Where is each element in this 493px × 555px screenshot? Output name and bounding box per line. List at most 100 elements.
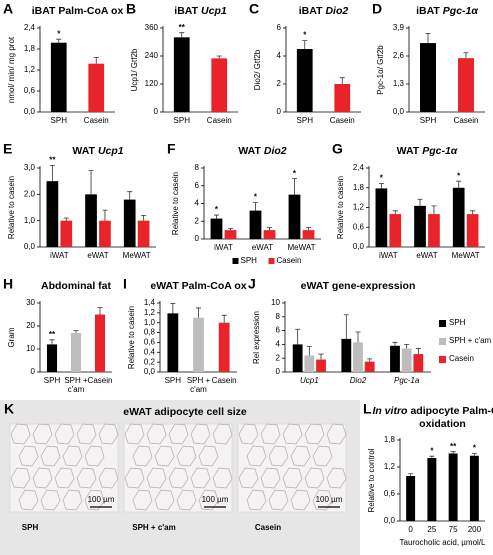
y-tick-label: 1,2 bbox=[24, 65, 36, 74]
y-tick-label: 0,0 bbox=[384, 516, 396, 525]
error-bar bbox=[392, 210, 398, 215]
y-axis-label: Dio2/ Gtf2b bbox=[253, 49, 262, 90]
panel-label: D bbox=[372, 1, 382, 17]
bar bbox=[99, 220, 111, 247]
y-tick-label: 4 bbox=[195, 199, 200, 208]
y-axis-label: Pgc-1α/ Gtf2b bbox=[376, 45, 385, 95]
error-bar bbox=[355, 331, 361, 343]
chart-title: Abdominal fat bbox=[41, 280, 112, 292]
error-bar bbox=[306, 227, 312, 231]
panel-label: I bbox=[123, 276, 127, 292]
x-tick-label: 25 bbox=[427, 525, 436, 534]
error-bar bbox=[471, 453, 477, 456]
y-tick-label: 0 bbox=[31, 367, 36, 376]
y-tick-label: 30 bbox=[26, 298, 35, 307]
x-tick-label: eWAT bbox=[87, 251, 108, 260]
bar bbox=[88, 63, 105, 112]
y-tick-label: 2,6 bbox=[393, 51, 405, 60]
x-tick-label: MeWAT bbox=[452, 251, 480, 260]
y-tick-label: 2 bbox=[195, 216, 200, 225]
legend-swatch bbox=[439, 356, 446, 363]
y-tick-label: 0 bbox=[276, 367, 281, 376]
y-tick-label: 0,6 bbox=[384, 489, 396, 498]
panel-label: H bbox=[3, 276, 13, 292]
label-line: SPH + bbox=[64, 376, 88, 385]
y-tick-label: 1,2 bbox=[384, 462, 396, 471]
title-part: Pgc-1α bbox=[443, 5, 479, 17]
y-tick-label: 1,4 bbox=[144, 298, 156, 307]
error-bar bbox=[267, 227, 273, 231]
y-tick-label: 1,2 bbox=[353, 203, 365, 212]
title-part: iBAT bbox=[416, 5, 440, 17]
chart-title: iBAT Ucp1 bbox=[174, 5, 227, 17]
title-part: Dio2 bbox=[325, 5, 348, 17]
scale-bar-label: 100 µm bbox=[316, 495, 343, 504]
y-tick-label: 1,2 bbox=[144, 308, 156, 317]
significance-mark: ** bbox=[49, 155, 56, 164]
panel-label: J bbox=[248, 276, 256, 292]
x-tick-label: SPH + c'am bbox=[187, 376, 211, 394]
significance-mark: * bbox=[254, 193, 258, 202]
error-bar bbox=[56, 38, 62, 43]
chart-title: WAT Dio2 bbox=[238, 145, 286, 157]
error-bar bbox=[408, 473, 414, 476]
y-tick-label: 1,3 bbox=[393, 79, 405, 88]
y-tick-label: 0,0 bbox=[393, 107, 405, 116]
y-tick-label: 1,0 bbox=[144, 318, 156, 327]
x-axis-label: Taurocholic acid, µmol/L bbox=[400, 538, 487, 547]
image-label: SPH bbox=[22, 523, 39, 532]
legend-label: SPH + c'am bbox=[449, 336, 492, 345]
panel-label: F bbox=[167, 141, 176, 157]
error-bar bbox=[425, 32, 431, 44]
bar bbox=[70, 332, 82, 372]
title-part: Pgc-1α bbox=[422, 145, 458, 157]
significance-mark: * bbox=[303, 31, 307, 40]
bar bbox=[218, 322, 230, 372]
cell-outlines bbox=[10, 423, 119, 511]
bar bbox=[316, 359, 326, 372]
chart-title: eWAT Palm-CoA ox bbox=[150, 280, 246, 292]
title-part: Ucp1 bbox=[98, 145, 124, 157]
error-bar bbox=[295, 328, 301, 345]
title-part: iBAT bbox=[174, 5, 198, 17]
y-tick-label: 3,0 bbox=[24, 163, 36, 172]
chart-title: WAT Pgc-1α bbox=[397, 145, 458, 157]
bar bbox=[94, 314, 106, 372]
legend-swatch bbox=[439, 338, 446, 345]
bar bbox=[334, 84, 351, 112]
y-tick-label: 0,6 bbox=[353, 222, 365, 231]
y-tick-label: 6 bbox=[276, 326, 281, 335]
y-tick-label: 240 bbox=[145, 51, 159, 60]
bar bbox=[413, 354, 424, 372]
error-bar bbox=[463, 52, 469, 59]
panel-label: B bbox=[126, 1, 136, 17]
bar bbox=[173, 37, 190, 113]
error-bar bbox=[431, 205, 437, 215]
chart-title: iBAT Pgc-1α bbox=[416, 5, 478, 17]
y-tick-label: 10 bbox=[271, 298, 280, 307]
x-tick-label: iWAT bbox=[214, 243, 233, 252]
y-tick-label: 2,4 bbox=[353, 163, 365, 172]
title-part: Abdominal fat bbox=[41, 280, 112, 292]
y-tick-label: 0 bbox=[154, 107, 159, 116]
error-bar bbox=[221, 314, 227, 323]
title-part: Ucp1 bbox=[201, 5, 227, 17]
x-tick-label: Casein bbox=[207, 116, 232, 125]
legend-label: Casein bbox=[449, 354, 474, 363]
x-tick-label: SPH bbox=[51, 116, 68, 125]
y-tick-label: 1,0 bbox=[24, 216, 36, 225]
error-bar bbox=[88, 170, 94, 195]
x-tick-label: Pgc-1a bbox=[394, 376, 420, 385]
y-axis-label: Ucp1/ Gtf2b bbox=[130, 48, 139, 91]
legend-label: SPH bbox=[241, 256, 258, 265]
bar bbox=[375, 188, 388, 247]
error-bar bbox=[49, 339, 55, 345]
x-tick-label: Ucp1 bbox=[300, 376, 319, 385]
panel-label: G bbox=[332, 141, 343, 157]
significance-mark: * bbox=[380, 174, 384, 183]
bar bbox=[390, 345, 400, 372]
bar bbox=[448, 453, 458, 521]
bar bbox=[420, 43, 436, 113]
bar bbox=[341, 338, 352, 372]
y-tick-label: 8 bbox=[195, 163, 200, 172]
